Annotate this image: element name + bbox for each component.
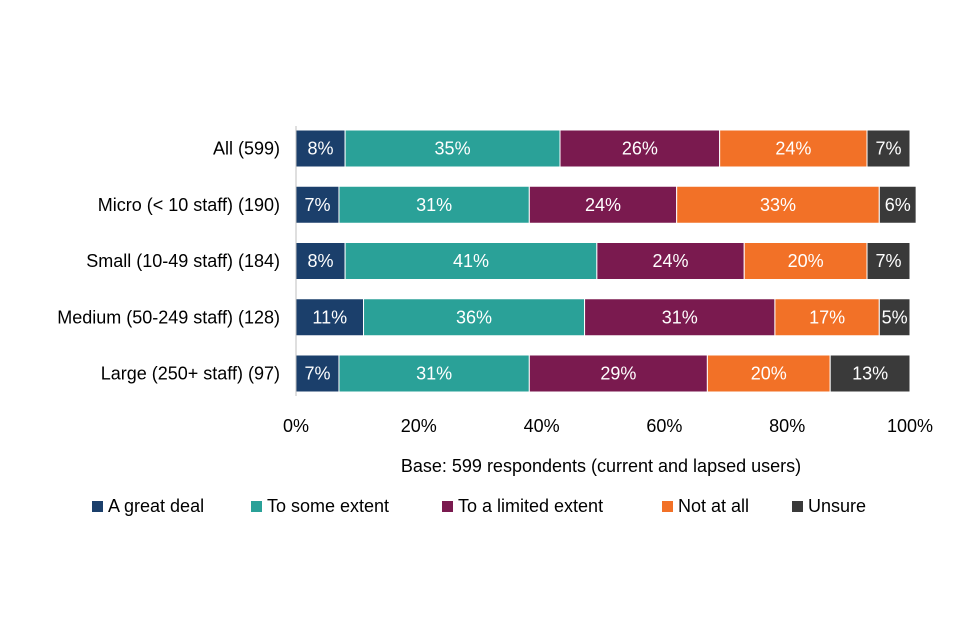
x-tick-label: 40% [524, 416, 560, 436]
data-label: 31% [416, 195, 452, 215]
data-label: 35% [435, 139, 471, 159]
legend-label: Unsure [808, 496, 866, 516]
bar-segment [878, 185, 917, 224]
data-label: 8% [308, 139, 334, 159]
x-tick-label: 60% [646, 416, 682, 436]
bar-segment [363, 298, 586, 337]
bar-segment [829, 354, 911, 393]
legend-swatch [92, 501, 103, 512]
bar-segment [866, 242, 911, 280]
category-label: Large (250+ staff) (97) [101, 364, 280, 384]
data-label: 7% [304, 364, 330, 384]
category-label: All (599) [213, 139, 280, 159]
data-label: 20% [788, 251, 824, 271]
data-label: 33% [760, 195, 796, 215]
bar-segment [344, 129, 561, 168]
data-label: 8% [308, 251, 334, 271]
legend-swatch [251, 501, 262, 512]
data-label: 24% [653, 251, 689, 271]
x-axis-title: Base: 599 respondents (current and lapse… [401, 456, 801, 476]
bar-segment [338, 185, 530, 224]
legend: A great deal To some extent To a limited e… [92, 496, 866, 516]
data-label: 26% [622, 139, 658, 159]
x-tick-label: 20% [401, 416, 437, 436]
bar-segment [528, 185, 678, 224]
data-label: 41% [453, 251, 489, 271]
bar-area: 8% 35% 26% 24% 7% 7% 31% 24% 33% 6% 8% 41% 24% 20% 7% 1… [295, 129, 917, 393]
category-labels: All (599) Micro (< 10 staff) (190) Small (… [57, 139, 280, 384]
legend-label: To some extent [267, 496, 389, 516]
data-label: 31% [662, 307, 698, 327]
bar-segment [596, 242, 745, 280]
bar-segment [559, 129, 721, 168]
legend-label: Not at all [678, 496, 749, 516]
data-label: 24% [775, 139, 811, 159]
bar-segment [338, 354, 530, 393]
data-label: 17% [809, 307, 845, 327]
legend-label: A great deal [108, 496, 204, 516]
data-label: 29% [600, 364, 636, 384]
bar-segment [676, 185, 880, 224]
category-label: Small (10-49 staff) (184) [86, 251, 280, 271]
bar-segment [344, 242, 598, 280]
category-label: Medium (50-249 staff) (128) [57, 307, 280, 327]
data-label: 7% [876, 251, 902, 271]
data-label: 36% [456, 307, 492, 327]
data-label: 7% [876, 139, 902, 159]
bar-segment [878, 298, 911, 337]
legend-swatch [442, 501, 453, 512]
legend-swatch [792, 501, 803, 512]
bar-segment [295, 354, 340, 393]
data-label: 11% [312, 307, 347, 327]
data-label: 20% [751, 364, 787, 384]
data-label: 24% [585, 195, 621, 215]
x-tick-label: 80% [769, 416, 805, 436]
legend-swatch [662, 501, 673, 512]
x-tick-label: 100% [887, 416, 933, 436]
bar-segment [866, 129, 911, 168]
bar-segment [584, 298, 776, 337]
data-label: 5% [882, 307, 908, 327]
x-tick-label: 0% [283, 416, 309, 436]
legend-label: To a limited extent [458, 496, 603, 516]
data-label: 6% [885, 195, 911, 215]
bar-segment [774, 298, 880, 337]
x-axis: 0% 20% 40% 60% 80% 100% [283, 126, 933, 436]
data-label: 31% [416, 364, 452, 384]
bar-segment [528, 354, 708, 393]
category-label: Micro (< 10 staff) (190) [98, 195, 280, 215]
bar-segment [743, 242, 868, 280]
data-label: 7% [304, 195, 330, 215]
data-label: 13% [852, 364, 888, 384]
